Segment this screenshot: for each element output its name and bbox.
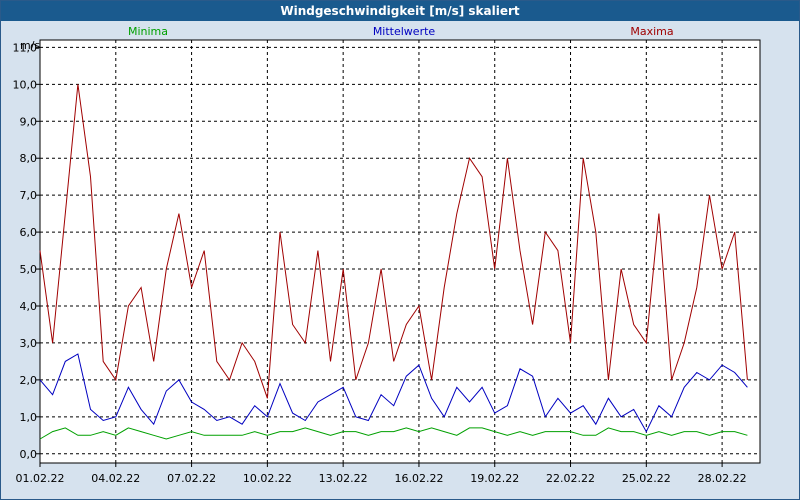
x-tick-label: 01.02.22 xyxy=(16,472,65,485)
series-lines xyxy=(39,84,748,440)
y-tick-label: 8,0 xyxy=(20,152,38,165)
y-tick-label: 3,0 xyxy=(20,337,38,350)
legend-mittelwerte: Mittelwerte xyxy=(373,25,436,38)
series-line-maxima xyxy=(39,84,748,399)
y-axis-ticks: 0,0 1,0 2,0 3,0 4,0 5,0 6,0 7,0 8,0 9,0 10,0 11,0 xyxy=(13,41,40,461)
x-tick-label: 22.02.22 xyxy=(546,472,595,485)
y-tick-label: 5,0 xyxy=(20,263,38,276)
y-tick-label: 0,0 xyxy=(20,448,38,461)
y-tick-label: 11,0 xyxy=(13,41,38,54)
x-tick-label: 16.02.22 xyxy=(394,472,443,485)
legend-minima: Minima xyxy=(128,25,168,38)
x-tick-label: 13.02.22 xyxy=(319,472,368,485)
x-tick-label: 19.02.22 xyxy=(470,472,519,485)
x-tick-label: 25.02.22 xyxy=(622,472,671,485)
y-tick-label: 10,0 xyxy=(13,78,38,91)
plot-area xyxy=(39,39,761,464)
x-tick-label: 28.02.22 xyxy=(698,472,747,485)
chart-title: Windgeschwindigkeit [m/s] skaliert xyxy=(1,1,799,21)
y-tick-label: 7,0 xyxy=(20,189,38,202)
y-tick-label: 1,0 xyxy=(20,411,38,424)
y-tick-label: 2,0 xyxy=(20,374,38,387)
y-tick-label: 4,0 xyxy=(20,300,38,313)
series-line-minima xyxy=(39,427,748,440)
y-tick-label: 6,0 xyxy=(20,226,38,239)
y-axis-unit: m/s xyxy=(20,39,40,52)
x-tick-label: 07.02.22 xyxy=(167,472,216,485)
y-tick-label: 9,0 xyxy=(20,115,38,128)
legend-maxima: Maxima xyxy=(630,25,673,38)
x-axis-ticks: 01.02.22 04.02.22 07.02.22 10.02.22 13.02.22… xyxy=(16,463,747,485)
x-tick-label: 10.02.22 xyxy=(243,472,292,485)
series-line-mittelwerte xyxy=(39,353,748,433)
x-tick-label: 04.02.22 xyxy=(91,472,140,485)
